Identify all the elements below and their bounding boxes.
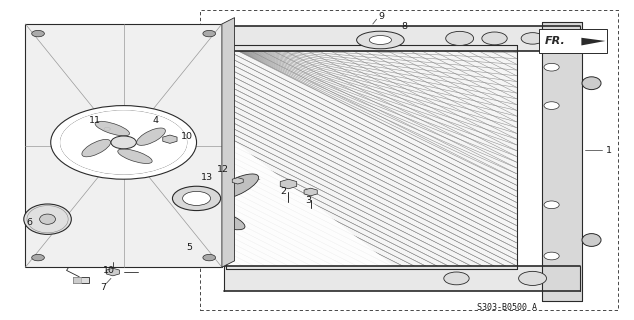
Text: 13: 13 bbox=[201, 173, 214, 182]
Circle shape bbox=[32, 30, 44, 37]
Ellipse shape bbox=[137, 128, 165, 145]
Bar bbox=[200, 10, 618, 310]
Circle shape bbox=[482, 32, 507, 45]
Circle shape bbox=[446, 31, 474, 45]
Ellipse shape bbox=[134, 197, 179, 223]
Bar bbox=[224, 266, 580, 291]
Ellipse shape bbox=[39, 214, 56, 224]
Bar bbox=[542, 22, 582, 301]
Circle shape bbox=[544, 63, 559, 71]
Text: 5: 5 bbox=[186, 244, 192, 252]
Circle shape bbox=[544, 201, 559, 209]
Text: 11: 11 bbox=[89, 116, 101, 124]
Polygon shape bbox=[222, 18, 235, 267]
Bar bbox=[226, 45, 517, 269]
Polygon shape bbox=[581, 33, 605, 50]
Ellipse shape bbox=[214, 174, 259, 200]
Text: 10: 10 bbox=[181, 132, 193, 140]
Text: FR.: FR. bbox=[545, 36, 566, 46]
Text: 10: 10 bbox=[103, 266, 115, 275]
Bar bbox=[103, 126, 117, 132]
Ellipse shape bbox=[82, 140, 110, 157]
Bar bbox=[73, 277, 81, 283]
Bar bbox=[539, 29, 607, 53]
Circle shape bbox=[183, 191, 210, 205]
Text: 7: 7 bbox=[100, 284, 106, 292]
Text: 8: 8 bbox=[401, 22, 408, 31]
Text: 6: 6 bbox=[27, 218, 33, 227]
Text: S303-B0500 A: S303-B0500 A bbox=[477, 303, 537, 312]
Circle shape bbox=[104, 127, 110, 131]
Circle shape bbox=[519, 271, 547, 285]
Circle shape bbox=[544, 102, 559, 109]
Ellipse shape bbox=[582, 234, 601, 246]
Text: 9: 9 bbox=[378, 12, 385, 20]
Text: 3: 3 bbox=[305, 196, 311, 204]
Bar bbox=[73, 277, 89, 283]
Ellipse shape bbox=[194, 207, 245, 230]
Ellipse shape bbox=[356, 31, 404, 49]
Ellipse shape bbox=[582, 77, 601, 90]
Ellipse shape bbox=[369, 36, 391, 44]
Circle shape bbox=[172, 186, 221, 211]
Polygon shape bbox=[226, 134, 397, 269]
Polygon shape bbox=[25, 24, 222, 267]
Text: 12: 12 bbox=[217, 165, 229, 174]
Text: 4: 4 bbox=[152, 116, 158, 124]
Ellipse shape bbox=[148, 167, 199, 190]
Circle shape bbox=[521, 33, 544, 44]
Circle shape bbox=[203, 30, 216, 37]
Circle shape bbox=[203, 254, 216, 261]
Ellipse shape bbox=[95, 121, 129, 136]
Circle shape bbox=[51, 106, 197, 179]
Text: 2: 2 bbox=[280, 188, 287, 196]
Circle shape bbox=[32, 254, 44, 261]
Circle shape bbox=[60, 110, 187, 174]
Circle shape bbox=[111, 136, 136, 149]
Text: 1: 1 bbox=[605, 146, 612, 155]
Bar bbox=[224, 26, 580, 51]
Ellipse shape bbox=[118, 149, 152, 164]
Circle shape bbox=[444, 272, 469, 285]
Circle shape bbox=[544, 252, 559, 260]
Ellipse shape bbox=[24, 204, 71, 234]
